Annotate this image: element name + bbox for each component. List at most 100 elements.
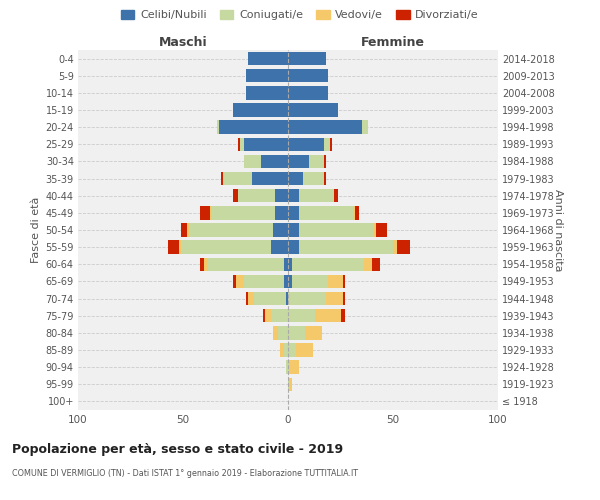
Bar — [397, 240, 410, 254]
Bar — [288, 206, 299, 220]
Bar — [290, 360, 299, 374]
Bar — [240, 138, 244, 151]
Bar — [288, 86, 328, 100]
Bar — [303, 172, 324, 186]
Bar — [288, 344, 296, 356]
Bar — [343, 292, 345, 306]
Bar — [208, 258, 284, 271]
Bar — [290, 378, 292, 391]
Bar — [376, 224, 387, 236]
Bar — [218, 120, 288, 134]
Bar — [204, 258, 208, 271]
Bar — [284, 274, 288, 288]
Bar — [372, 258, 380, 271]
Bar — [288, 52, 326, 66]
Bar — [353, 206, 355, 220]
Bar — [280, 344, 284, 356]
Bar — [221, 172, 223, 186]
Bar — [393, 240, 397, 254]
Bar — [168, 240, 179, 254]
Bar — [299, 240, 393, 254]
Bar — [181, 224, 187, 236]
Bar — [260, 154, 288, 168]
Bar — [200, 258, 204, 271]
Bar — [187, 224, 189, 236]
Bar — [284, 258, 288, 271]
Bar — [288, 172, 303, 186]
Bar — [244, 138, 288, 151]
Bar — [292, 258, 364, 271]
Bar — [246, 292, 248, 306]
Bar — [288, 258, 292, 271]
Bar — [316, 309, 341, 322]
Bar — [238, 138, 240, 151]
Bar — [299, 206, 353, 220]
Bar — [288, 274, 292, 288]
Bar — [263, 309, 265, 322]
Bar — [288, 240, 299, 254]
Bar — [305, 326, 322, 340]
Bar — [233, 104, 288, 117]
Y-axis label: Fasce di età: Fasce di età — [31, 197, 41, 263]
Bar — [324, 172, 326, 186]
Text: Femmine: Femmine — [361, 36, 425, 49]
Bar — [274, 224, 288, 236]
Bar — [244, 154, 260, 168]
Bar — [309, 154, 324, 168]
Bar — [275, 189, 288, 202]
Text: Popolazione per età, sesso e stato civile - 2019: Popolazione per età, sesso e stato civil… — [12, 442, 343, 456]
Bar — [286, 360, 288, 374]
Bar — [288, 120, 361, 134]
Bar — [292, 274, 328, 288]
Bar — [361, 120, 368, 134]
Bar — [181, 240, 271, 254]
Bar — [334, 189, 338, 202]
Bar — [374, 224, 376, 236]
Bar — [274, 326, 277, 340]
Bar — [223, 172, 252, 186]
Bar — [254, 292, 286, 306]
Bar — [248, 52, 288, 66]
Bar — [210, 206, 212, 220]
Bar — [288, 104, 338, 117]
Bar — [324, 154, 326, 168]
Bar — [179, 240, 181, 254]
Bar — [246, 69, 288, 82]
Text: COMUNE DI VERMIGLIO (TN) - Dati ISTAT 1° gennaio 2019 - Elaborazione TUTTITALIA.: COMUNE DI VERMIGLIO (TN) - Dati ISTAT 1°… — [12, 469, 358, 478]
Bar — [212, 206, 275, 220]
Bar — [288, 69, 328, 82]
Bar — [288, 326, 305, 340]
Bar — [235, 274, 244, 288]
Bar — [265, 309, 271, 322]
Bar — [200, 206, 210, 220]
Bar — [217, 120, 218, 134]
Bar — [233, 189, 238, 202]
Text: Maschi: Maschi — [158, 36, 208, 49]
Bar — [271, 240, 288, 254]
Bar — [238, 189, 275, 202]
Bar — [299, 224, 374, 236]
Bar — [284, 344, 288, 356]
Bar — [288, 309, 316, 322]
Bar — [288, 292, 326, 306]
Bar — [244, 274, 284, 288]
Bar — [288, 224, 299, 236]
Bar — [343, 274, 345, 288]
Y-axis label: Anni di nascita: Anni di nascita — [553, 188, 563, 271]
Bar — [190, 224, 274, 236]
Bar — [277, 326, 288, 340]
Bar — [341, 309, 344, 322]
Bar — [275, 206, 288, 220]
Bar — [299, 189, 334, 202]
Bar — [288, 360, 290, 374]
Bar — [328, 274, 343, 288]
Bar — [288, 138, 324, 151]
Bar — [330, 138, 332, 151]
Bar — [326, 292, 343, 306]
Bar — [252, 172, 288, 186]
Legend: Celibi/Nubili, Coniugati/e, Vedovi/e, Divorziati/e: Celibi/Nubili, Coniugati/e, Vedovi/e, Di… — [117, 6, 483, 25]
Bar — [246, 86, 288, 100]
Bar — [271, 309, 288, 322]
Bar — [248, 292, 254, 306]
Bar — [288, 378, 290, 391]
